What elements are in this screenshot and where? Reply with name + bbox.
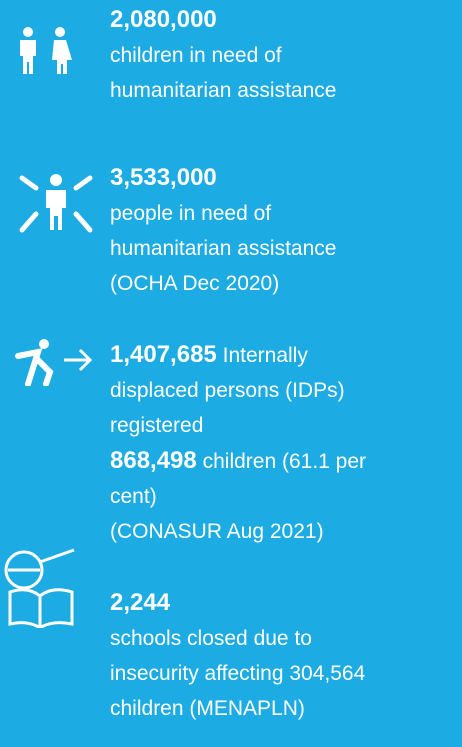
stat-text: displaced persons (IDPs)	[110, 379, 345, 402]
text-line: children in need of	[110, 38, 455, 73]
stat-text: (OCHA Dec 2020)	[110, 272, 280, 295]
school-icon	[4, 548, 75, 628]
stat-number: 868,498	[110, 447, 197, 474]
stat-block: 1,407,685 Internally displaced persons (I…	[110, 337, 455, 549]
stat-text: insecurity affecting 304,564	[110, 662, 366, 685]
text-line: 2,244	[110, 585, 455, 621]
text-line: humanitarian assistance	[110, 231, 455, 266]
text-line: people in need of	[110, 196, 455, 231]
stat-text: children (MENAPLN)	[110, 697, 305, 720]
text-line: 1,407,685 Internally	[110, 337, 455, 373]
text-line: children (MENAPLN)	[110, 691, 455, 726]
text-line: humanitarian assistance	[110, 73, 455, 108]
text-line: 2,080,000	[110, 2, 455, 38]
stat-text: humanitarian assistance	[110, 237, 337, 260]
text-line: displaced persons (IDPs)	[110, 373, 455, 408]
text-line: registered	[110, 408, 455, 443]
stat-number: 2,244	[110, 589, 171, 616]
stat-text: Internally	[222, 344, 308, 367]
stat-text: cent)	[110, 485, 157, 508]
stat-number: 3,533,000	[110, 164, 217, 191]
people-icon	[19, 174, 93, 233]
text-line: 868,498 children (61.1 per	[110, 443, 455, 479]
children-icon	[20, 27, 72, 74]
text-line: (OCHA Dec 2020)	[110, 266, 455, 301]
stat-block: 2,080,000 children in need of humanitarian…	[110, 2, 455, 108]
text-line: 3,533,000	[110, 160, 455, 196]
text-line: insecurity affecting 304,564	[110, 656, 455, 691]
stat-text: (CONASUR Aug 2021)	[110, 520, 324, 543]
stat-text: registered	[110, 414, 204, 437]
text-line: schools closed due to	[110, 621, 455, 656]
displaced-icon	[15, 339, 93, 386]
stat-number: 2,080,000	[110, 6, 217, 33]
stat-number: 1,407,685	[110, 341, 217, 368]
stat-block: 2,244 schools closed due to insecurity aff…	[110, 585, 455, 726]
text-line: (CONASUR Aug 2021)	[110, 514, 455, 549]
stat-block: 3,533,000 people in need of humanitarian a…	[110, 160, 455, 301]
text-line: cent)	[110, 479, 455, 514]
stat-text: children in need of	[110, 44, 282, 67]
stat-text: humanitarian assistance	[110, 79, 337, 102]
stat-text: children (61.1 per	[202, 450, 367, 473]
stat-text: schools closed due to	[110, 627, 312, 650]
stat-text: people in need of	[110, 202, 272, 225]
